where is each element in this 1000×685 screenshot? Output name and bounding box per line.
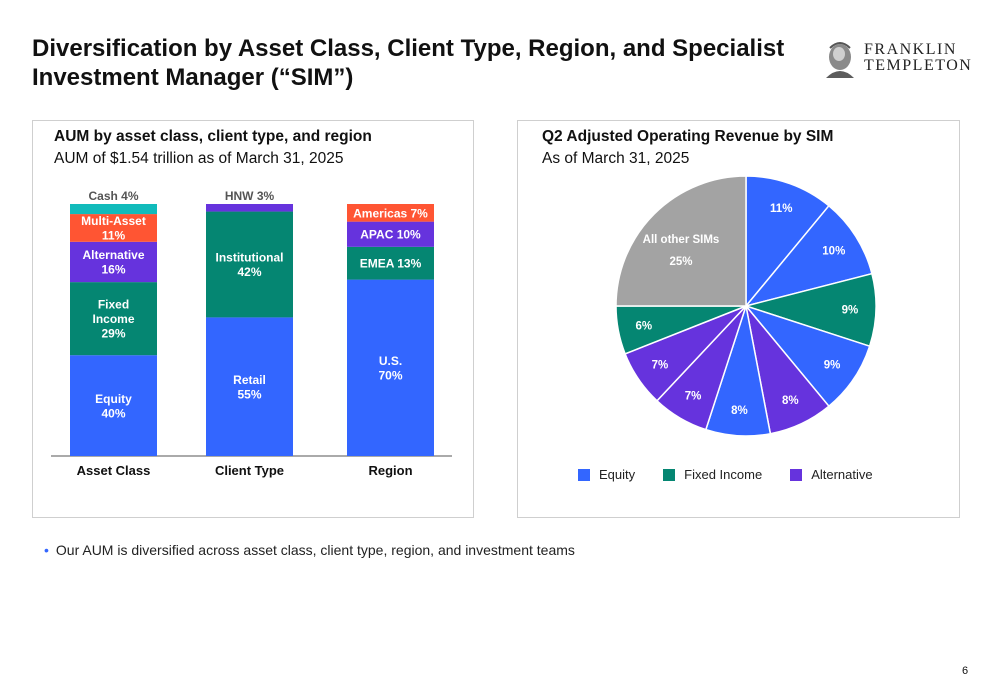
legend-item-fixed-income: Fixed Income bbox=[663, 467, 762, 482]
segment-label-fixed-income: Income bbox=[92, 312, 134, 326]
segment-label-fixed-income: Fixed bbox=[98, 298, 129, 312]
segment-label-alternative: 16% bbox=[101, 263, 125, 277]
legend-label-equity: Equity bbox=[599, 467, 636, 482]
segment-label-equity: Equity bbox=[95, 392, 132, 406]
pie-label-equity: 8% bbox=[731, 405, 748, 417]
category-label-client-type: Client Type bbox=[215, 463, 284, 478]
legend-swatch-fixed-income bbox=[663, 468, 676, 481]
bar-segment-institutional bbox=[206, 211, 293, 318]
segment-label-cash: Cash 4% bbox=[88, 189, 138, 203]
aum-panel-subtitle: AUM of $1.54 trillion as of March 31, 20… bbox=[54, 150, 344, 167]
bar-segment-equity bbox=[70, 355, 157, 456]
bar-segment-fixed-income bbox=[70, 282, 157, 356]
legend-swatch-alternative bbox=[790, 468, 803, 481]
logo-line-franklin: FRANKLIN bbox=[864, 41, 957, 58]
pie-slice-equity bbox=[743, 204, 873, 308]
legend-item-alternative: Alternative bbox=[790, 467, 873, 482]
bar-segment-u-s bbox=[347, 279, 434, 456]
segment-label-retail: 55% bbox=[237, 387, 261, 401]
pie-slice-equity bbox=[745, 175, 830, 309]
segment-label-emea: EMEA 13% bbox=[360, 257, 422, 271]
segment-label-institutional: Institutional bbox=[216, 251, 284, 265]
segment-label-multi-asset: 11% bbox=[102, 229, 126, 243]
franklin-templeton-logo: FRANKLIN TEMPLETON bbox=[820, 40, 980, 80]
pie-label-other-pct: 25% bbox=[669, 256, 692, 268]
pie-label-alternative: 7% bbox=[652, 359, 669, 371]
footer-bullet-text: Our AUM is diversified across asset clas… bbox=[55, 542, 575, 558]
pie-label-alternative: 7% bbox=[685, 391, 702, 403]
revenue-panel-title: Q2 Adjusted Operating Revenue by SIM bbox=[542, 128, 834, 145]
bar-segment-americas bbox=[347, 204, 434, 222]
page-title: Diversification by Asset Class, Client T… bbox=[32, 35, 785, 91]
bar-segment-cash bbox=[70, 204, 157, 215]
pie-label-fixed-income: 6% bbox=[636, 320, 653, 332]
revenue-panel: Q2 Adjusted Operating Revenue by SIM As … bbox=[517, 120, 960, 518]
segment-label-equity: 40% bbox=[101, 406, 125, 420]
segment-label-hnw: HNW 3% bbox=[225, 189, 275, 203]
pie-label-fixed-income: 9% bbox=[842, 304, 859, 316]
revenue-pie-chart: 11% 10% 9% 9% 8% 8% 7% 7% 6% All other SIMs 25% bbox=[615, 175, 877, 437]
pie-label-equity: 9% bbox=[824, 359, 841, 371]
bar-segment-emea bbox=[347, 246, 434, 280]
page-number: 6 bbox=[962, 665, 969, 677]
legend-label-alternative: Alternative bbox=[811, 467, 873, 482]
segment-label-institutional: 42% bbox=[237, 265, 261, 279]
pie-label-other-name: All other SIMs bbox=[643, 234, 720, 246]
segment-label-u-s: 70% bbox=[378, 369, 402, 383]
category-label-asset-class: Asset Class bbox=[77, 463, 151, 478]
pie-label-alternative: 8% bbox=[782, 395, 799, 407]
franklin-portrait-icon bbox=[820, 40, 858, 78]
pie-slice-other bbox=[615, 175, 747, 307]
segment-label-americas: Americas 7% bbox=[353, 206, 428, 220]
aum-panel: AUM by asset class, client type, and reg… bbox=[32, 120, 474, 518]
segment-label-fixed-income: 29% bbox=[101, 327, 125, 341]
aum-panel-title: AUM by asset class, client type, and reg… bbox=[54, 128, 372, 145]
logo-line-templeton: TEMPLETON bbox=[864, 57, 973, 74]
pie-legend: Equity Fixed Income Alternative bbox=[578, 467, 901, 482]
footer-bullet: • Our AUM is diversified across asset cl… bbox=[44, 542, 575, 558]
segment-label-multi-asset: Multi-Asset bbox=[81, 214, 146, 228]
segment-label-apac: APAC 10% bbox=[360, 228, 421, 242]
segment-label-alternative: Alternative bbox=[82, 248, 144, 262]
bar-segment-hnw bbox=[206, 204, 293, 212]
legend-label-fixed-income: Fixed Income bbox=[684, 467, 763, 482]
legend-swatch-equity bbox=[578, 468, 590, 481]
category-label-region: Region bbox=[368, 463, 412, 478]
pie-label-equity: 10% bbox=[822, 245, 845, 257]
segment-label-u-s: U.S. bbox=[379, 354, 402, 368]
bar-segment-multi-asset bbox=[70, 214, 157, 242]
legend-item-equity: Equity bbox=[578, 467, 635, 482]
bar-segment-retail bbox=[206, 317, 293, 456]
bar-segment-alternative bbox=[70, 241, 157, 283]
bar-segment-apac bbox=[347, 221, 434, 247]
bullet-icon: • bbox=[44, 542, 49, 558]
segment-label-retail: Retail bbox=[233, 373, 266, 387]
revenue-panel-subtitle: As of March 31, 2025 bbox=[542, 150, 690, 167]
pie-label-equity: 11% bbox=[770, 203, 792, 215]
